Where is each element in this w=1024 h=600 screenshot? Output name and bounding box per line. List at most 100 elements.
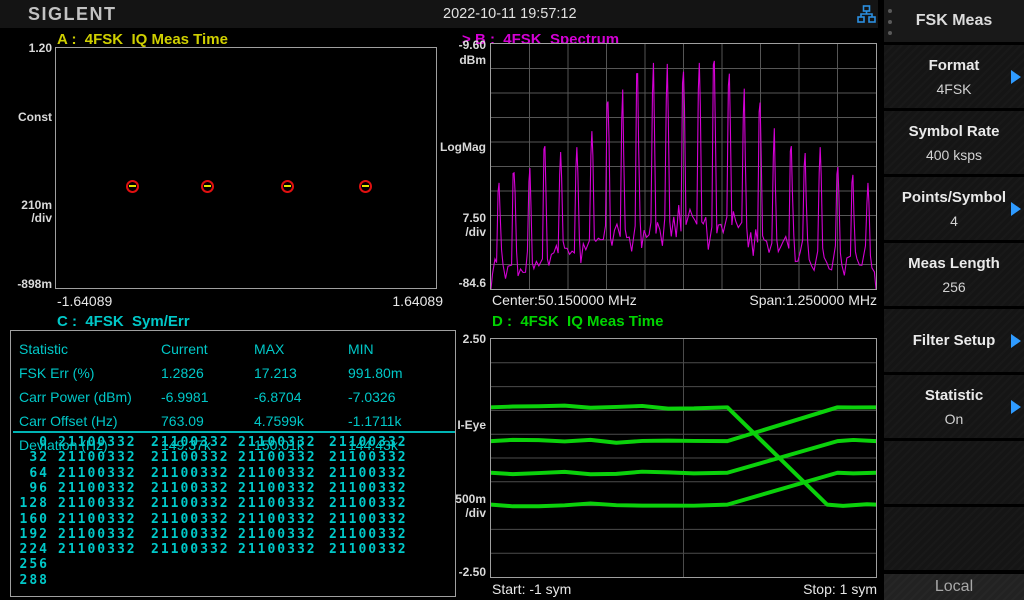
stat-cell: -1.1711k (348, 413, 402, 429)
symbol-cell: 21100332 (238, 526, 317, 542)
b-ref-unit-label: dBm (459, 53, 486, 67)
softkey-menu: FSK Meas Format 4FSK Symbol Rate 400 ksps Po… (884, 0, 1024, 600)
menu-item-value: 4 (950, 212, 958, 229)
stat-cell: 144.43k (348, 437, 398, 453)
menu-item-label: Format (928, 56, 980, 74)
symbol-row: 224 21100332 21100332 21100332 21100332 (11, 542, 455, 557)
symbol-cell: 21100332 (58, 526, 137, 542)
stat-cell: 763.09 (161, 413, 204, 429)
stat-cell: Carr Power (dBm) (19, 389, 132, 405)
symbol-row: 192 21100332 21100332 21100332 21100332 (11, 527, 455, 542)
menu-item-empty (884, 441, 1024, 504)
menu-item-label: Meas Length (908, 254, 1000, 272)
symbol-index: 64 (29, 465, 49, 481)
symbol-cell: 21100332 (151, 496, 230, 512)
symbol-cell: 21100332 (329, 450, 408, 466)
stat-cell: 17.213 (254, 365, 297, 381)
menu-item-points-symbol[interactable]: Points/Symbol 4 (884, 177, 1024, 240)
stat-cell: -7.0326 (348, 389, 396, 405)
menu-item-label: Points/Symbol (901, 188, 1007, 206)
stat-header-cell: MIN (348, 341, 374, 357)
menu-item-statistic[interactable]: Statistic On (884, 375, 1024, 438)
d-trace-type-label: I-Eye (457, 418, 486, 432)
symbol-row: 128 21100332 21100332 21100332 21100332 (11, 496, 455, 511)
symbol-row: 32 21100332 21100332 21100332 21100332 (11, 450, 455, 465)
menu-item-value: 4FSK (936, 80, 972, 97)
a-scale-unit-label: /div (31, 211, 52, 225)
symbol-cell: 21100332 (151, 511, 230, 527)
symbol-cell: 21100332 (58, 450, 137, 466)
top-status-bar: SIGLENT 2022-10-11 19:57:12 (0, 0, 878, 28)
symbol-cell: 21100332 (329, 435, 408, 450)
stat-cell: 991.80m (348, 365, 403, 381)
symbol-index: 128 (19, 496, 49, 512)
lan-network-icon (857, 5, 876, 23)
b-scale-unit-label: /div (465, 225, 486, 239)
b-span-label: Span:1.250000 MHz (749, 292, 877, 308)
stat-row: FSK Err (%) 1.2826 17.213 991.80m (19, 365, 402, 385)
symbol-cell: 21100332 (238, 542, 317, 558)
constellation-symbol-marker (280, 179, 294, 193)
symbol-row: 288 (11, 573, 455, 588)
menu-item-empty (884, 507, 1024, 570)
symbol-cell: 21100332 (329, 480, 408, 496)
panel-a-title: A : 4FSK IQ Meas Time (57, 31, 228, 48)
stat-cell: 1.2826 (161, 365, 204, 381)
symbol-cell: 21100332 (58, 480, 137, 496)
submenu-arrow-icon (1011, 69, 1021, 84)
symbol-cell: 21100332 (238, 480, 317, 496)
symbol-index: 0 (39, 435, 49, 450)
menu-item-filter-setup[interactable]: Filter Setup (884, 309, 1024, 372)
symbol-index: 160 (19, 511, 49, 527)
stat-cell: Carr Offset (Hz) (19, 413, 118, 429)
symbol-row: 64 21100332 21100332 21100332 21100332 (11, 466, 455, 481)
symerr-table-panel[interactable]: Statistic Current MAX MIN FSK Err (%) 1.2826 1… (10, 330, 456, 597)
symbol-index: 224 (19, 542, 49, 558)
a-ref-bottom-label: -898m (17, 277, 52, 291)
constellation-plot[interactable] (55, 47, 437, 289)
panel-b-letter: B : (474, 31, 495, 48)
stat-header-row: Statistic Current MAX MIN (19, 341, 374, 361)
stat-header-cell: Statistic (19, 341, 69, 357)
stat-cell: 4.7599k (254, 413, 304, 429)
symbol-cell: 21100332 (151, 435, 230, 450)
menu-title: FSK Meas (915, 12, 993, 29)
symbol-cell: 21100332 (329, 526, 408, 542)
symbol-cell: 21100332 (58, 542, 137, 558)
symbol-cell: 21100332 (151, 542, 230, 558)
menu-item-value: 256 (942, 278, 966, 295)
submenu-arrow-icon (1011, 333, 1021, 348)
stat-header-cell: MAX (254, 341, 285, 357)
panel-a-name: 4FSK IQ Meas Time (84, 31, 228, 48)
local-button[interactable]: Local (884, 574, 1024, 600)
table-separator (13, 431, 455, 433)
menu-item-meas-length[interactable]: Meas Length 256 (884, 243, 1024, 306)
submenu-arrow-icon (1011, 399, 1021, 414)
eye-diagram-trace (491, 339, 876, 577)
panel-d-title: D : 4FSK IQ Meas Time (492, 313, 663, 330)
constellation-symbol-marker (201, 179, 215, 193)
stat-cell: FSK Err (%) (19, 365, 95, 381)
menu-item-label: Statistic (924, 386, 984, 404)
symbol-cell: 21100332 (238, 465, 317, 481)
menu-item-format[interactable]: Format 4FSK (884, 45, 1024, 108)
stat-cell: 149.37k (161, 437, 211, 453)
menu-item-symbol-rate[interactable]: Symbol Rate 400 ksps (884, 111, 1024, 174)
stat-row: Carr Offset (Hz) 763.09 4.7599k -1.1711k (19, 413, 401, 433)
panel-a-letter: A : (57, 31, 77, 48)
d-start-label: Start: -1 sym (492, 581, 572, 597)
active-window-marker: > (462, 31, 471, 48)
symbol-cell: 21100332 (238, 511, 317, 527)
a-x-max-label: 1.64089 (392, 293, 443, 309)
menu-item-label: Symbol Rate (908, 122, 1000, 140)
panel-d-name: 4FSK IQ Meas Time (520, 313, 664, 330)
d-scale-label: 500m (455, 492, 486, 506)
spectrum-plot[interactable] (490, 43, 877, 290)
symbol-row: 160 21100332 21100332 21100332 21100332 (11, 512, 455, 527)
symbol-cell: 21100332 (238, 496, 317, 512)
panel-c-name: 4FSK Sym/Err (85, 313, 190, 330)
panel-c-letter: C : (57, 313, 77, 330)
eye-diagram-plot[interactable] (490, 338, 877, 578)
stat-header-cell: Current (161, 341, 208, 357)
